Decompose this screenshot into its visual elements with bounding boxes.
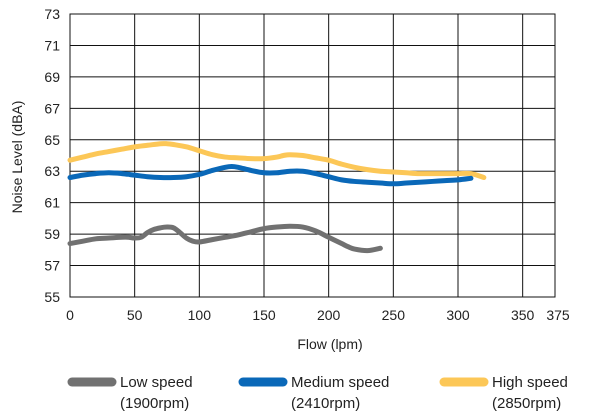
x-tick-label: 200 — [317, 307, 341, 323]
x-tick-label: 300 — [446, 307, 470, 323]
legend-item-low-speed: Low speed (1900rpm) — [67, 374, 193, 412]
y-tick-label: 69 — [44, 69, 60, 85]
x-tick-label: 375 — [546, 307, 570, 323]
x-tick-label: 250 — [382, 307, 406, 323]
y-tick-label: 65 — [44, 132, 60, 148]
x-axis-label: Flow (lpm) — [297, 336, 362, 352]
legend: Low speed (1900rpm) Medium speed (2410rpm) H… — [67, 374, 568, 412]
y-tick-label: 55 — [44, 289, 60, 305]
x-tick-label: 50 — [127, 307, 143, 323]
series-line-high-speed — [67, 141, 487, 181]
y-tick-label: 71 — [44, 37, 60, 53]
series-line-medium-speed — [67, 164, 474, 187]
y-tick-label: 61 — [44, 195, 60, 211]
y-tick-label: 63 — [44, 163, 60, 179]
y-axis-ticks: 55 57 59 61 63 65 67 69 71 73 — [44, 6, 60, 305]
y-axis-label: Noise Level (dBA) — [9, 101, 25, 214]
legend-label: Medium speed — [291, 374, 389, 391]
x-tick-label: 100 — [188, 307, 212, 323]
x-tick-label: 350 — [511, 307, 535, 323]
y-tick-label: 57 — [44, 258, 60, 274]
y-tick-label: 67 — [44, 100, 60, 116]
y-tick-label: 73 — [44, 6, 60, 22]
legend-item-medium-speed: Medium speed (2410rpm) — [238, 374, 389, 412]
x-tick-label: 0 — [66, 307, 74, 323]
legend-label: Low speed — [120, 374, 193, 391]
legend-item-high-speed: High speed (2850rpm) — [439, 374, 568, 412]
legend-label: High speed — [492, 374, 568, 391]
series-lines — [67, 141, 487, 254]
legend-sublabel: (1900rpm) — [120, 395, 189, 412]
legend-sublabel: (2410rpm) — [291, 395, 360, 412]
y-tick-label: 59 — [44, 226, 60, 242]
legend-sublabel: (2850rpm) — [492, 395, 561, 412]
x-axis-ticks: 0 50 100 150 200 250 300 350 375 — [66, 307, 570, 323]
x-tick-label: 150 — [252, 307, 276, 323]
grid — [69, 13, 556, 298]
series-line-low-speed — [67, 223, 383, 254]
plot-frame — [69, 13, 556, 298]
